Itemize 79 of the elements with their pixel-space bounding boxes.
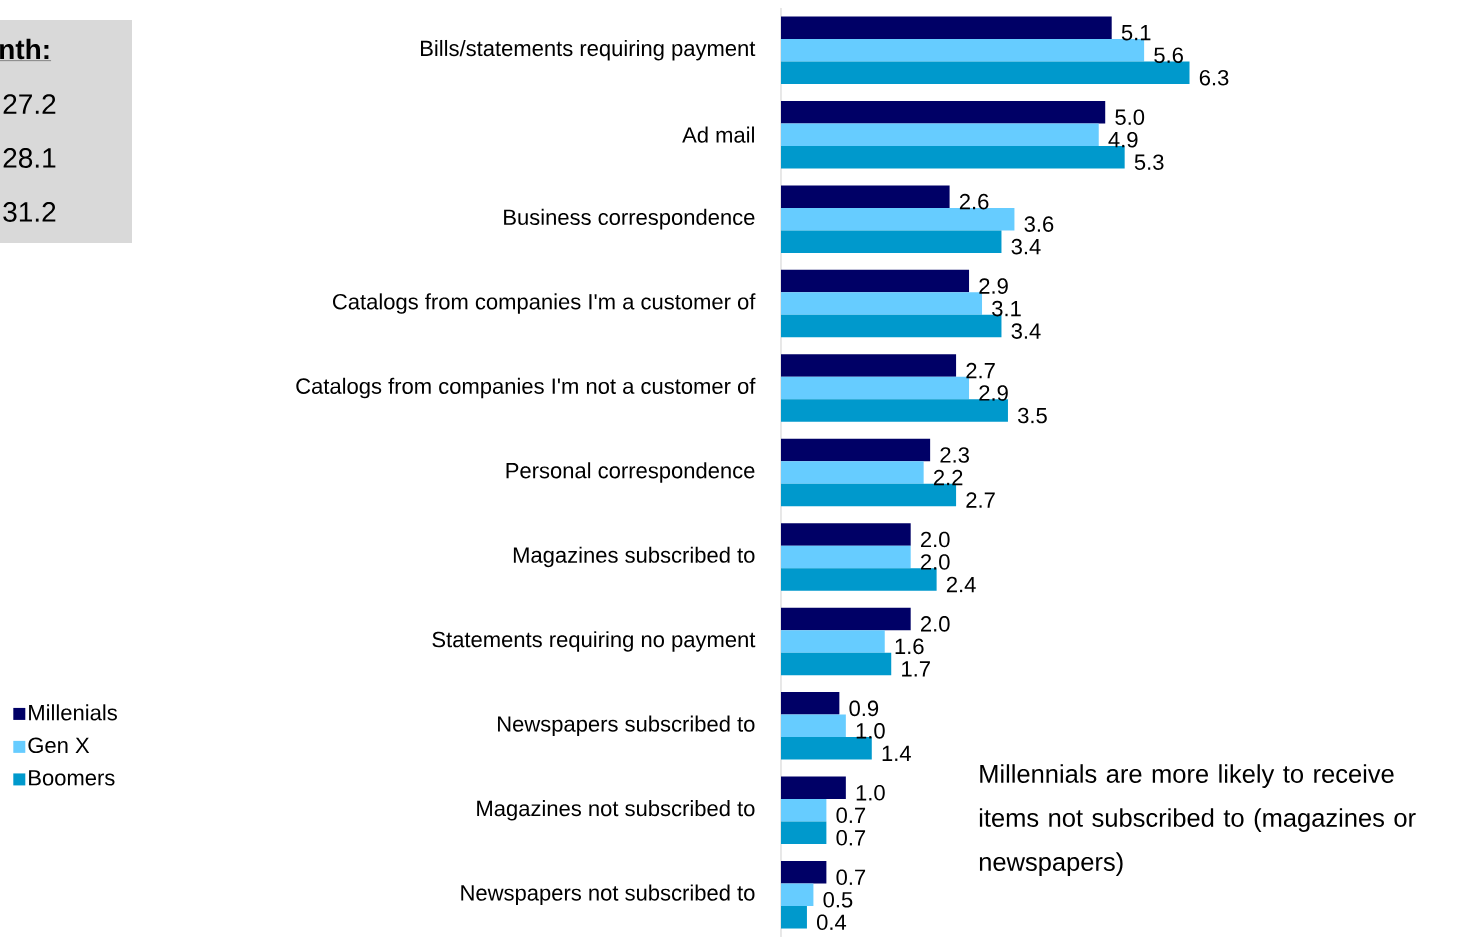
- bar: [781, 821, 827, 845]
- bar: [781, 607, 911, 631]
- bar: [781, 461, 924, 484]
- data-label: 2.9: [979, 385, 1008, 401]
- data-label: 2.0: [921, 531, 950, 548]
- text: 28.1: [3, 148, 56, 168]
- y-tick-label: Newspapers subscribed to: [498, 715, 755, 737]
- bar: [781, 523, 911, 546]
- y-tick-label: Newspapers not subscribed to: [461, 884, 755, 906]
- data-label: 2.2: [933, 469, 963, 486]
- bar: [781, 185, 950, 208]
- data-label: 1.0: [856, 723, 885, 739]
- y-tick-label: Ad mail: [682, 126, 754, 143]
- y-tick-label: Bills/statements requiring payment: [421, 39, 756, 61]
- y-tick-label: Statements requiring no payment: [432, 631, 756, 652]
- bar: [781, 861, 827, 884]
- bar: [781, 100, 1106, 124]
- data-label: 1.0: [856, 785, 885, 801]
- data-label: 5.6: [1154, 47, 1183, 64]
- text: 31.2: [3, 202, 56, 222]
- data-label: 1.7: [902, 661, 930, 677]
- y-tick-label: Magazines not subscribed to: [477, 800, 755, 821]
- data-label: 3.5: [1017, 407, 1047, 424]
- legend-label: Boomers: [29, 770, 115, 786]
- bar: [781, 399, 1008, 422]
- data-label: 2.9: [979, 278, 1008, 294]
- bar: [781, 438, 931, 462]
- bar: [781, 545, 911, 569]
- y-tick-label: Personal correspondence: [506, 462, 755, 483]
- bar: [781, 269, 970, 293]
- legend-label: Gen X: [28, 737, 90, 754]
- bar: [781, 123, 1099, 146]
- data-label: 2.7: [966, 362, 995, 379]
- data-label: 0.7: [836, 830, 866, 846]
- data-label: 3.6: [1024, 216, 1054, 232]
- data-label: 6.3: [1199, 69, 1229, 86]
- data-label: 0.4: [817, 914, 847, 931]
- data-label: 1.6: [895, 638, 924, 655]
- bar: [781, 61, 1190, 84]
- bar: [781, 883, 814, 907]
- y-tick-label: Catalogs from companies I'm a customer of: [333, 293, 756, 314]
- data-label: 4.9: [1108, 131, 1138, 148]
- data-label: 3.4: [1011, 323, 1041, 339]
- data-label: 0.5: [823, 891, 853, 908]
- bar: [781, 652, 892, 676]
- data-label: 0.7: [836, 869, 866, 886]
- data-label: 2.3: [940, 447, 969, 463]
- data-label: 5.0: [1115, 109, 1145, 125]
- text: nth:: [0, 38, 49, 60]
- annotation: Millennials are more likely to receive items not subscribed to (magazines or newspapers): [979, 764, 1416, 876]
- bar: [781, 292, 983, 315]
- bar: [781, 568, 937, 591]
- y-tick-label: Business correspondence: [504, 208, 755, 230]
- data-label: 5.3: [1134, 154, 1164, 170]
- data-label: 0.9: [849, 700, 879, 717]
- data-label: 3.1: [992, 300, 1021, 317]
- bar: [781, 906, 807, 929]
- y-tick-label: Magazines subscribed to: [513, 546, 755, 568]
- bar: [781, 776, 846, 800]
- y-tick-label: Catalogs from companies I'm not a customer of: [296, 377, 756, 399]
- legend-label: Millenials: [29, 704, 117, 721]
- bar: [781, 714, 846, 738]
- bar: [781, 630, 885, 653]
- bar: [781, 799, 827, 822]
- data-label: 0.7: [836, 807, 866, 824]
- bar: [781, 737, 872, 760]
- bar: [781, 230, 1002, 253]
- data-label: 2.0: [921, 554, 950, 570]
- data-label: 1.4: [882, 745, 911, 761]
- text: 27.2: [3, 94, 56, 114]
- data-label: 2.4: [946, 576, 976, 593]
- data-label: 3.4: [1011, 238, 1041, 255]
- data-label: 2.0: [921, 616, 950, 632]
- data-label: 5.1: [1121, 25, 1151, 41]
- data-label: 2.7: [966, 492, 995, 508]
- bar: [781, 16, 1112, 39]
- bar: [781, 692, 840, 715]
- bar: [781, 354, 957, 377]
- data-label: 2.6: [959, 193, 989, 210]
